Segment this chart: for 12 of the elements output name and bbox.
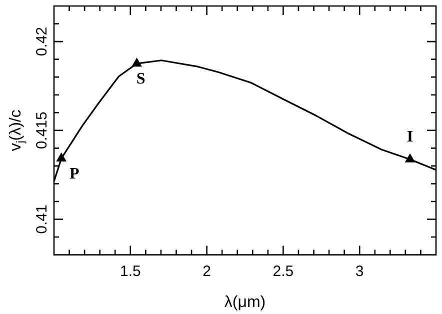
y-tick-label: 0.415	[34, 112, 51, 150]
x-tick-label: 1.5	[120, 262, 141, 280]
x-tick-label: 2	[202, 262, 211, 280]
annotation: P	[69, 166, 80, 183]
x-tick-label: 2.5	[272, 262, 294, 280]
y-axis-title: vj(λ)/c	[7, 110, 28, 152]
y-tick-label: 0.42	[34, 26, 51, 56]
x-tick-label: 3	[355, 262, 364, 280]
y-tick-label: 0.41	[34, 204, 51, 234]
annotation: S	[136, 70, 146, 88]
annotation: I	[406, 128, 414, 146]
x-axis-title: λ(μm)	[224, 294, 266, 311]
